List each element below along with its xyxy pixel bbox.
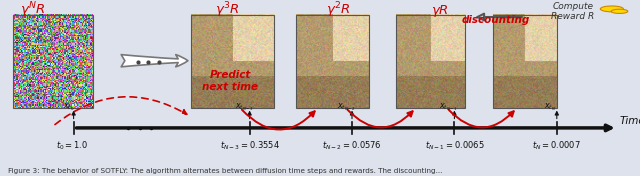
Text: Times: Times bbox=[620, 116, 640, 126]
Text: $t_0=1.0$: $t_0=1.0$ bbox=[56, 139, 88, 152]
Text: $\gamma^N R$: $\gamma^N R$ bbox=[20, 1, 46, 20]
Circle shape bbox=[600, 6, 623, 12]
Text: $x_{t_N}$: $x_{t_N}$ bbox=[545, 102, 556, 113]
Text: $\gamma^2 R$: $\gamma^2 R$ bbox=[326, 1, 350, 20]
Text: $\gamma^3 R$: $\gamma^3 R$ bbox=[215, 1, 239, 20]
Text: $t_{N-2}=0.0576$: $t_{N-2}=0.0576$ bbox=[323, 139, 381, 152]
Text: Figure 3: The behavior of SOTFLY: The algorithm alternates between diffusion tim: Figure 3: The behavior of SOTFLY: The al… bbox=[8, 168, 442, 174]
Text: discounting: discounting bbox=[462, 15, 530, 25]
Circle shape bbox=[611, 9, 628, 13]
Text: $x_{t_{N-3}}$: $x_{t_{N-3}}$ bbox=[235, 102, 254, 113]
Text: $x_{t_0}$: $x_{t_0}$ bbox=[63, 102, 75, 113]
Bar bbox=[493, 15, 557, 108]
Text: $t_{N-1}=0.0065$: $t_{N-1}=0.0065$ bbox=[424, 139, 484, 152]
Text: Compute
Reward R: Compute Reward R bbox=[551, 2, 595, 21]
Text: $t_N=0.0007$: $t_N=0.0007$ bbox=[532, 139, 581, 152]
Text: $x_{t_{N-1}}$: $x_{t_{N-1}}$ bbox=[438, 102, 458, 113]
Text: $x_{t_{N-2}}$: $x_{t_{N-2}}$ bbox=[337, 102, 356, 113]
Bar bbox=[296, 15, 369, 108]
Bar bbox=[396, 15, 465, 108]
Text: $\gamma R$: $\gamma R$ bbox=[431, 2, 449, 18]
Text: Predict
next time: Predict next time bbox=[202, 70, 259, 92]
Bar bbox=[13, 15, 93, 108]
Bar bbox=[191, 15, 274, 108]
Text: $t_{N-3}=0.3554$: $t_{N-3}=0.3554$ bbox=[220, 139, 280, 152]
